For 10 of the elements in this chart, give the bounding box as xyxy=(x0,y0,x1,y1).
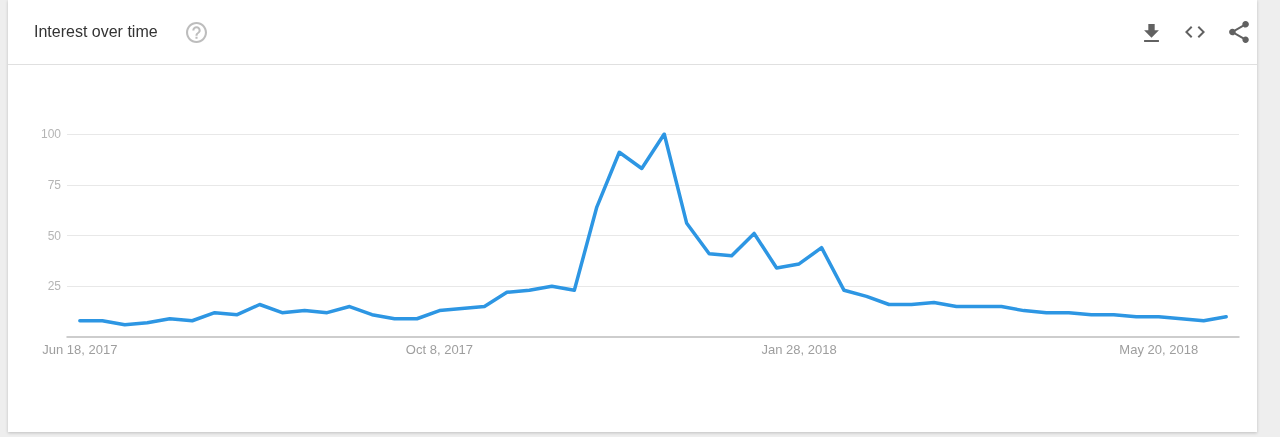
y-tick-label: 50 xyxy=(47,228,62,243)
x-tick-label: Jan 28, 2018 xyxy=(761,342,837,357)
chart-title: Interest over time xyxy=(34,22,158,42)
y-tick-label: 100 xyxy=(40,127,62,141)
x-tick-label: Oct 8, 2017 xyxy=(405,342,474,357)
x-tick-label: Jun 18, 2017 xyxy=(42,342,118,357)
line-series xyxy=(78,132,1228,327)
y-tick-label: 75 xyxy=(47,177,62,192)
y-tick-label: 25 xyxy=(47,279,62,294)
x-tick-label: May 20, 2018 xyxy=(1119,342,1199,357)
